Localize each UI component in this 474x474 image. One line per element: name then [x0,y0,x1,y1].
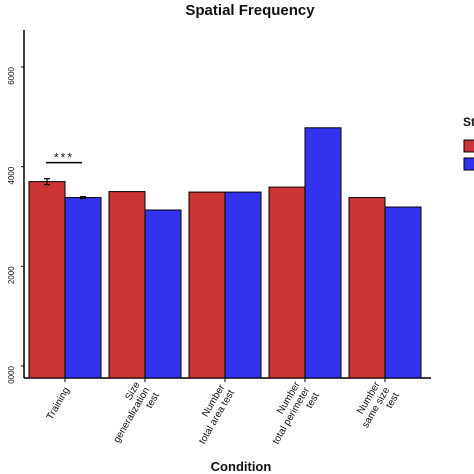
bar-series2-category1 [64,197,102,379]
legend-swatch-1 [463,139,474,153]
x-tick-label-5: Numbersame sizetest [351,379,402,435]
bar-series1-category5 [348,197,386,379]
legend: St [463,115,474,171]
bar-series1-category4 [268,186,306,379]
x-tick-label-4: Numbertotal perimetertest [261,379,322,451]
chart-title: Spatial Frequency [185,2,315,19]
y-tick-label: 2000 [7,266,16,284]
bar-series2-category5 [384,206,422,379]
x-tick-label-1: Training [45,386,72,422]
x-axis-title: Condition [211,459,272,474]
legend-swatch-2 [463,157,474,171]
y-tick-label: 6000 [7,66,16,84]
y-tick-label: 4000 [7,166,16,184]
x-tick-label-3: Numbertotal area test [188,382,238,446]
legend-title: St [463,115,474,129]
bar-series1-category2 [108,191,146,379]
y-tick-label: 0000 [7,365,16,383]
significance-label: *** [54,151,74,165]
bar-series2-category2 [144,209,182,379]
x-tick-label-2: Sizegeneralizationtest [102,380,162,451]
bar-series2-category4 [304,127,342,379]
bar-series1-category3 [188,191,226,379]
bar-series2-category3 [224,191,262,379]
x-tick-label-line: Training [45,386,72,422]
plot-area: 6000 4000 2000 0000 Training Sizegeneralizati… [7,30,431,451]
bar-series1-category1 [28,181,66,379]
